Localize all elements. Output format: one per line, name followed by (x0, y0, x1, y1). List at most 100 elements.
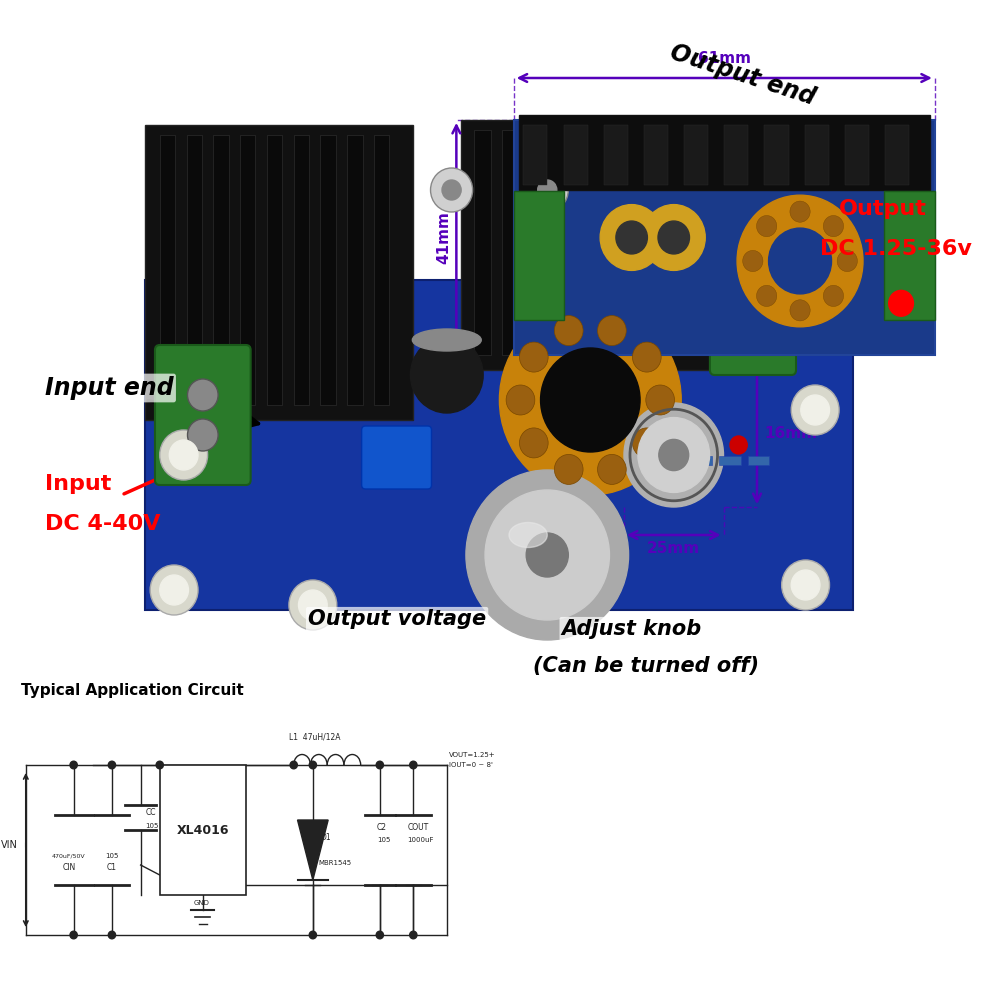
Text: L1  47uH/12A: L1 47uH/12A (289, 733, 340, 742)
Circle shape (646, 385, 675, 415)
Text: C1: C1 (107, 863, 117, 872)
Text: VOUT=1.25+: VOUT=1.25+ (449, 752, 495, 758)
Circle shape (801, 395, 830, 425)
Text: 5: 5 (162, 778, 166, 784)
Text: Output: Output (839, 199, 927, 219)
Circle shape (519, 342, 548, 372)
Circle shape (376, 761, 383, 769)
Bar (160, 765, 246, 895)
Polygon shape (145, 125, 413, 420)
Circle shape (624, 403, 724, 507)
Polygon shape (461, 120, 710, 370)
Bar (474, 130, 491, 355)
Bar (320, 135, 336, 405)
Circle shape (431, 168, 473, 212)
Circle shape (526, 533, 568, 577)
Text: 3: 3 (227, 770, 231, 776)
Circle shape (526, 168, 568, 212)
Bar (374, 135, 389, 405)
Circle shape (638, 418, 710, 492)
Circle shape (169, 440, 198, 470)
Circle shape (782, 560, 830, 610)
Text: DC 4-40V: DC 4-40V (45, 514, 160, 534)
Circle shape (298, 590, 327, 620)
Text: CC: CC (145, 808, 156, 817)
Polygon shape (298, 820, 328, 880)
FancyBboxPatch shape (362, 426, 431, 489)
Bar (564, 125, 588, 185)
Text: VIN: VIN (1, 840, 18, 850)
Bar (748, 456, 769, 465)
Circle shape (442, 180, 461, 200)
Circle shape (160, 575, 188, 605)
Text: 61mm: 61mm (698, 51, 751, 66)
Polygon shape (145, 280, 853, 610)
Bar (514, 190, 564, 320)
Bar (691, 456, 712, 465)
Bar (519, 115, 930, 190)
Circle shape (289, 580, 337, 630)
Circle shape (410, 761, 417, 769)
Text: C2: C2 (377, 823, 387, 832)
Circle shape (485, 490, 609, 620)
Text: Input: Input (45, 474, 111, 494)
Text: D1: D1 (320, 833, 331, 842)
Text: 105: 105 (377, 837, 390, 843)
Bar (502, 130, 520, 355)
Text: 25mm: 25mm (647, 541, 700, 556)
Text: 2: 2 (227, 872, 231, 878)
Circle shape (889, 290, 913, 316)
Ellipse shape (412, 329, 481, 351)
Circle shape (791, 385, 839, 435)
Circle shape (791, 570, 820, 600)
Circle shape (632, 342, 661, 372)
Circle shape (108, 761, 116, 769)
Circle shape (598, 454, 626, 484)
Bar (240, 135, 255, 405)
Circle shape (108, 931, 116, 939)
Bar (719, 456, 741, 465)
Circle shape (376, 931, 383, 939)
Circle shape (743, 250, 763, 272)
Bar (294, 135, 309, 405)
Text: 4: 4 (162, 882, 166, 888)
Circle shape (519, 428, 548, 458)
Text: FB: FB (222, 882, 231, 888)
Circle shape (598, 316, 626, 346)
Circle shape (70, 761, 77, 769)
Ellipse shape (509, 522, 547, 548)
Text: Typical Application Circuit: Typical Application Circuit (21, 683, 244, 698)
Text: 1000uF: 1000uF (408, 837, 434, 843)
Bar (884, 190, 935, 320)
Text: (Can be turned off): (Can be turned off) (533, 656, 759, 676)
Text: CIN: CIN (62, 863, 75, 872)
Circle shape (616, 221, 647, 254)
Circle shape (757, 285, 777, 306)
Circle shape (730, 436, 747, 454)
Circle shape (737, 195, 863, 327)
Bar (347, 135, 363, 405)
Circle shape (837, 250, 857, 272)
Text: 16mm: 16mm (765, 426, 818, 441)
Bar (604, 125, 628, 185)
Bar (646, 130, 663, 355)
Bar (213, 135, 229, 405)
Circle shape (160, 430, 208, 480)
Circle shape (600, 205, 663, 270)
Bar (644, 125, 668, 185)
Circle shape (757, 216, 777, 237)
Circle shape (466, 470, 629, 640)
Text: 105: 105 (145, 823, 159, 829)
Circle shape (632, 428, 661, 458)
Bar (531, 130, 548, 355)
Bar (724, 125, 748, 185)
Bar (675, 130, 692, 355)
Circle shape (70, 931, 77, 939)
Bar (684, 125, 708, 185)
Text: COUT: COUT (408, 823, 429, 832)
Text: 470uF/50V: 470uF/50V (52, 854, 86, 859)
Circle shape (658, 221, 689, 254)
Circle shape (410, 931, 417, 939)
Circle shape (823, 285, 844, 306)
Circle shape (309, 761, 316, 769)
